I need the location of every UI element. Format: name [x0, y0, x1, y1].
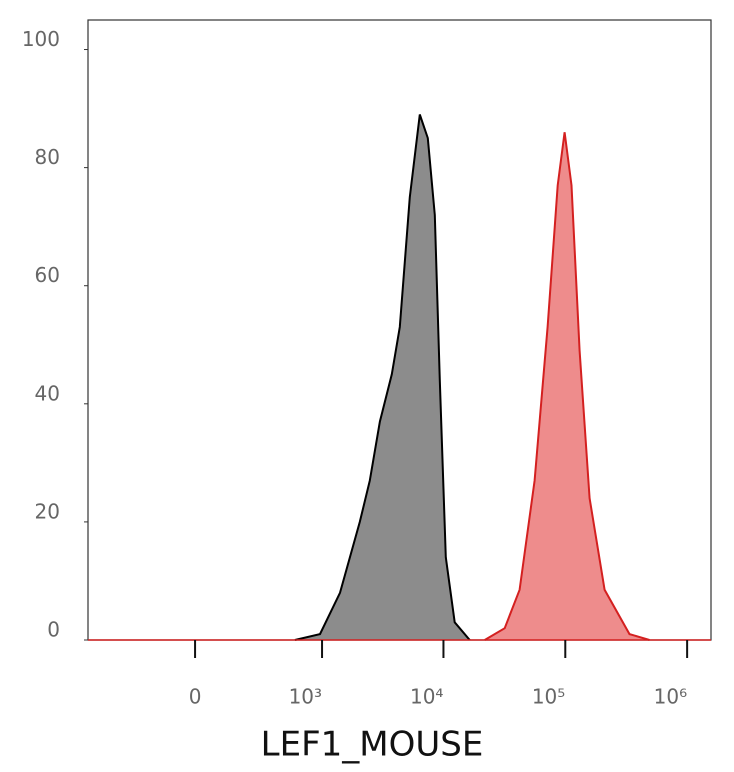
y-tick-label: 80 — [35, 145, 60, 169]
x-tick-label: 10³ — [289, 685, 322, 709]
y-tick-label: 20 — [35, 499, 60, 523]
y-tick-label: 60 — [35, 263, 60, 287]
y-tick-label: 100 — [22, 27, 60, 51]
x-axis-title: LEF1_MOUSE — [261, 725, 484, 765]
x-tick-label: 10⁵ — [532, 685, 565, 709]
x-tick-label: 0 — [189, 685, 202, 709]
histogram-line — [294, 114, 471, 641]
y-tick-label: 0 — [47, 618, 60, 642]
histogram-area — [484, 132, 650, 640]
x-tick-label: 10⁶ — [654, 685, 687, 709]
y-tick-label: 40 — [35, 381, 60, 405]
x-tick-label: 10⁴ — [410, 685, 443, 709]
histogram-line — [484, 132, 650, 641]
histogram-area — [294, 114, 470, 640]
